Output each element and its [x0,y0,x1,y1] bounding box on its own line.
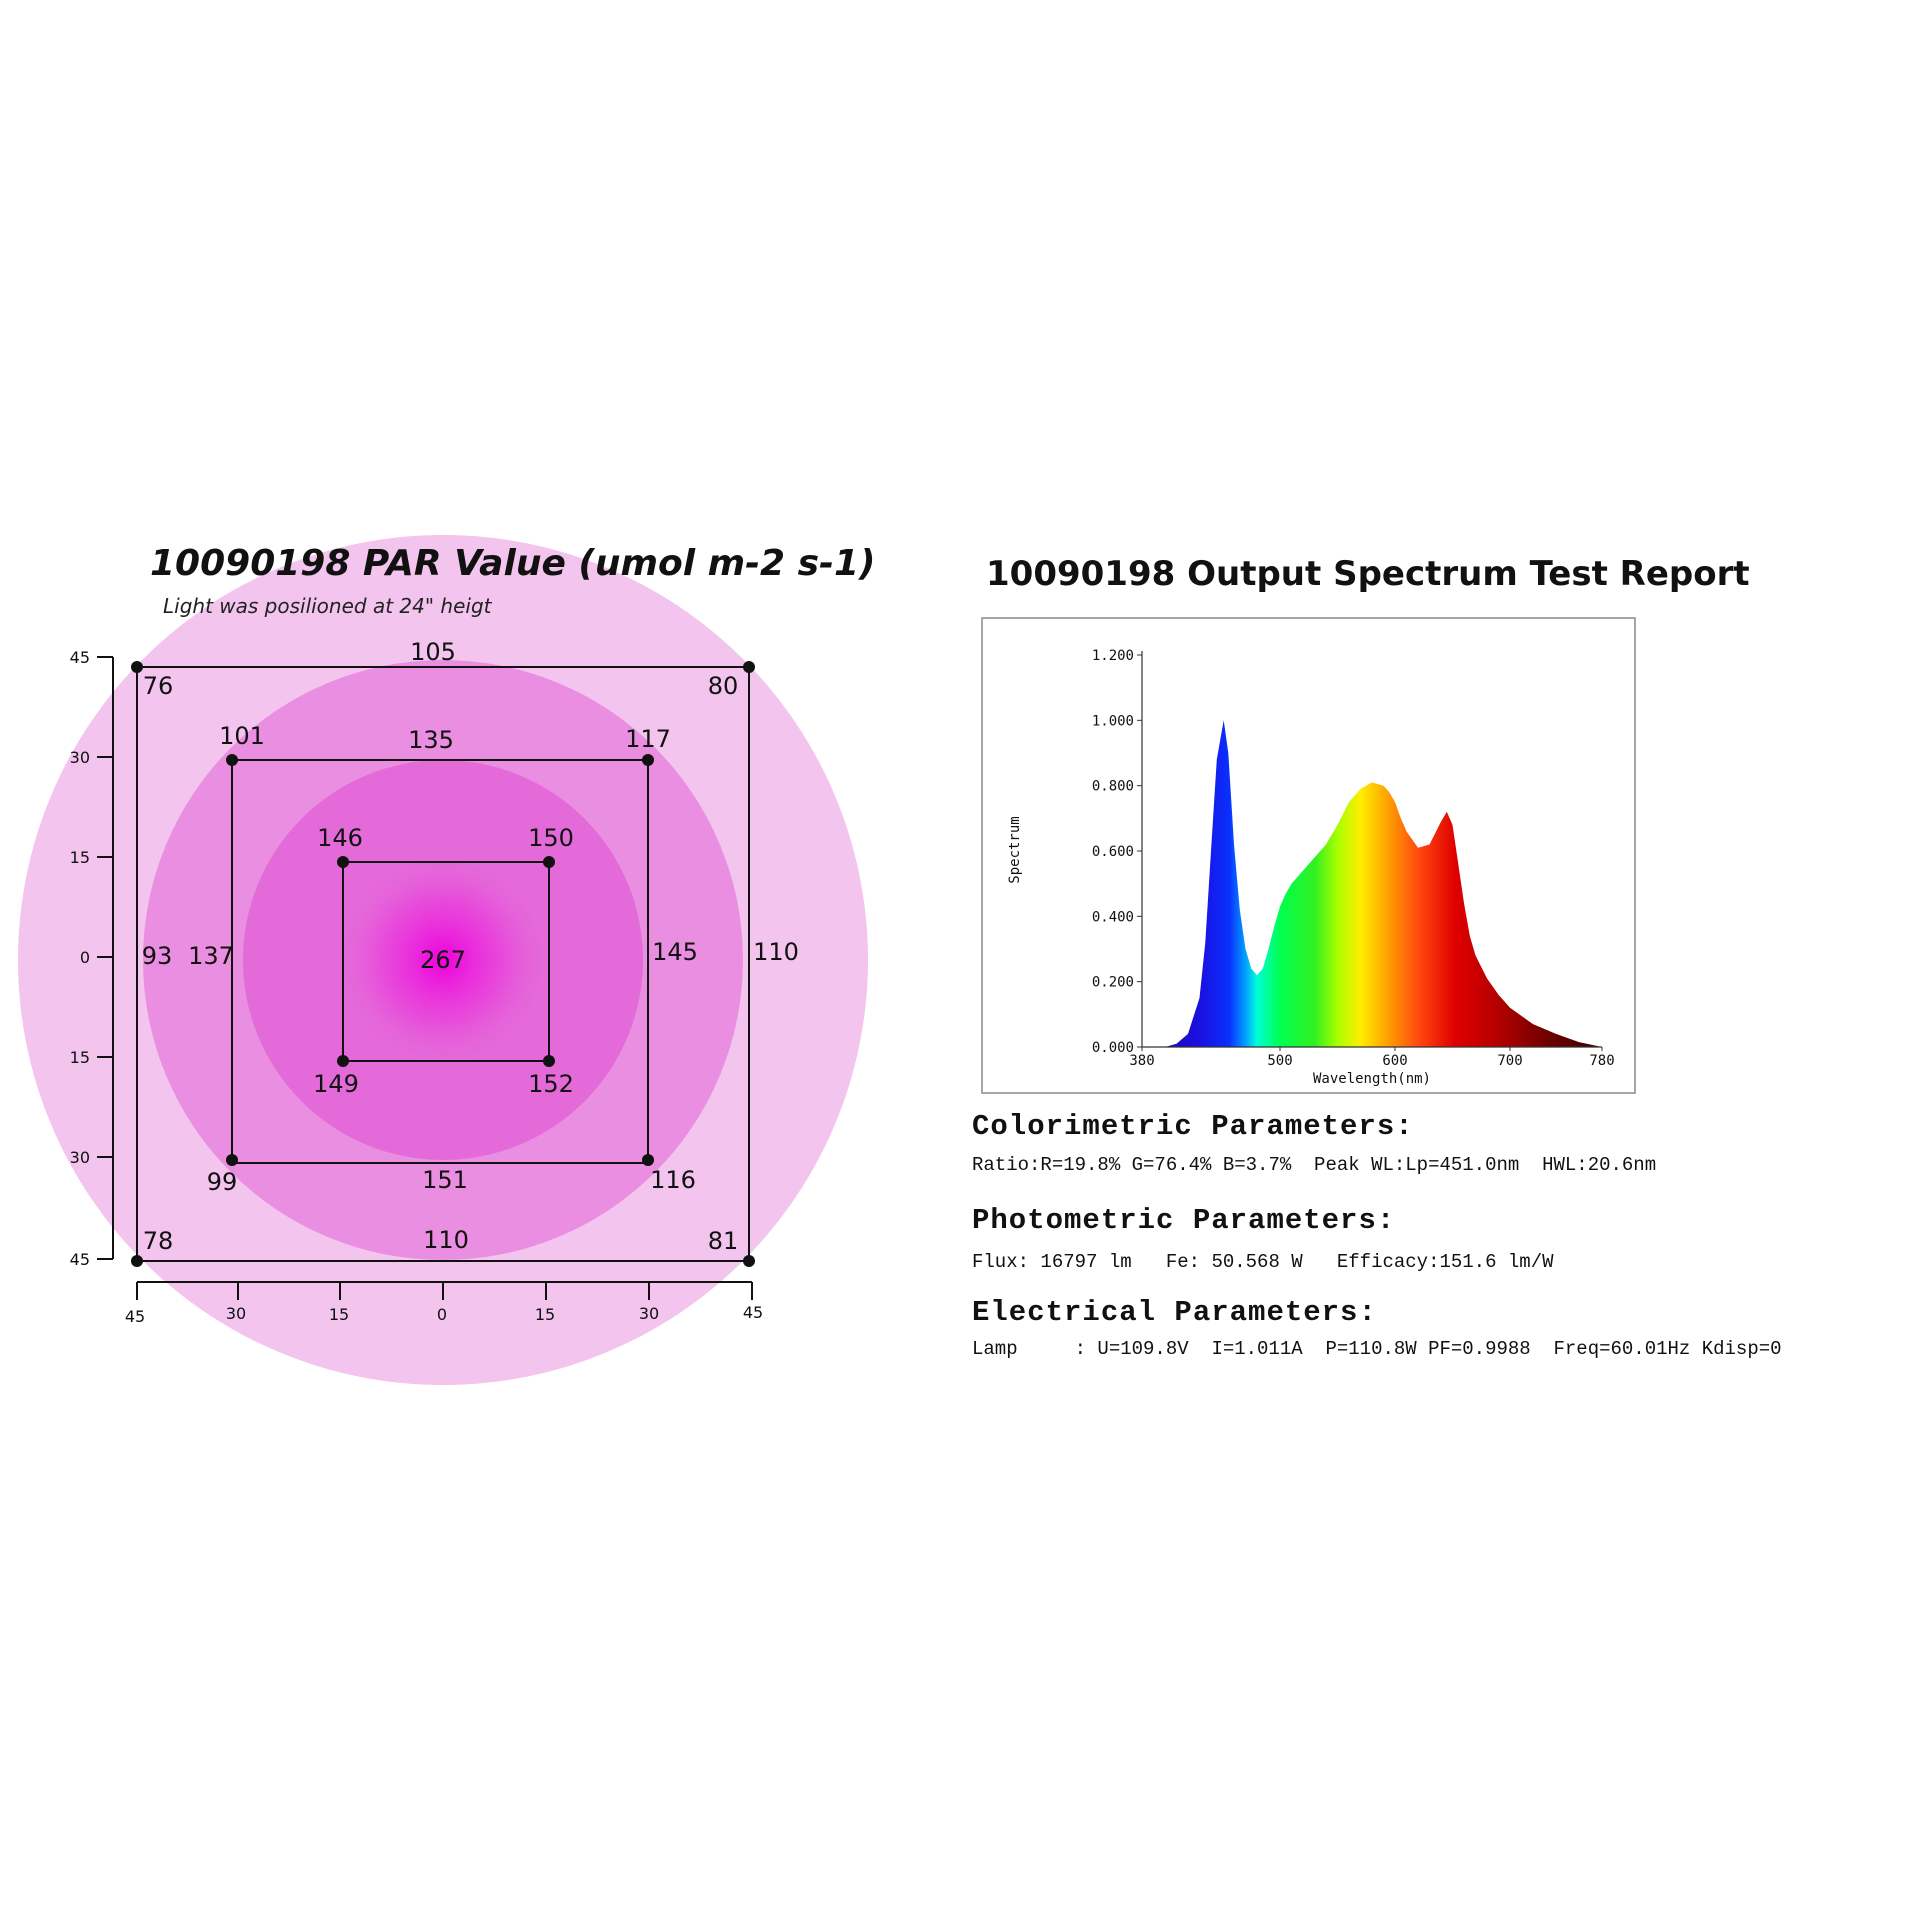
colorimetric-line: Ratio:R=19.8% G=76.4% B=3.7% Peak WL:Lp=… [972,1154,1657,1176]
y-tick-label: 45 [70,1250,90,1269]
par-outer-right: 110 [753,938,799,966]
par-outer-square [136,666,750,1262]
spectrum-area [1142,720,1602,1047]
par-subtitle: Light was posilioned at 24" heigt [163,594,493,618]
par-middle-tr: 117 [625,725,671,753]
photometric-header: Photometric Parameters: [972,1204,1396,1237]
x-tick-label: 45 [743,1303,763,1322]
par-middle-br: 116 [650,1166,696,1194]
par-middle-top: 135 [408,726,454,754]
par-outer-tl: 76 [143,672,174,700]
par-bottom-axis-labels: 45 30 15 0 15 30 45 [125,1303,763,1326]
par-inner-tr: 150 [528,824,574,852]
par-map-chart: 10090198 PAR Value (umol m-2 s-1) Light … [18,535,876,1385]
dot [226,754,238,766]
x-axis-label: Wavelength(nm) [1313,1071,1431,1087]
dot [226,1154,238,1166]
y-tick-label: 1.200 [1092,648,1134,664]
y-tick-label: 0.400 [1092,909,1134,925]
x-tick-label: 600 [1382,1053,1407,1069]
x-tick-label: 15 [535,1305,555,1324]
spectrum-plot-area: 0.000 0.200 0.400 0.600 0.800 1.000 1.200 380 50… [1007,648,1615,1087]
y-tick-label: 0 [80,948,90,967]
y-tick-label: 0.800 [1092,779,1134,795]
dot [543,856,555,868]
y-tick-label: 0.600 [1092,844,1134,860]
electrical-line: Lamp : U=109.8V I=1.011A P=110.8W PF=0.9… [972,1338,1782,1360]
dot [131,661,143,673]
photometric-line: Flux: 16797 lm Fe: 50.568 W Efficacy:151… [972,1251,1554,1273]
dot [743,1255,755,1267]
spectrum-frame [981,617,1636,1094]
x-tick-label: 780 [1589,1053,1614,1069]
par-center-value: 267 [420,946,466,974]
par-inner-br: 152 [528,1070,574,1098]
par-outer-left: 93 [142,942,173,970]
x-tick-label: 30 [226,1304,246,1323]
y-axis-label: Spectrum [1007,816,1023,883]
y-tick-label: 30 [70,1148,90,1167]
dot [337,856,349,868]
dot [642,1154,654,1166]
par-inner-square [342,861,550,1062]
dot [743,661,755,673]
par-outer-bottom: 110 [423,1226,469,1254]
par-middle-left: 137 [188,942,234,970]
par-inner-bl: 149 [313,1070,359,1098]
par-inner-tl: 146 [317,824,363,852]
x-tick-label: 45 [125,1307,145,1326]
par-middle-bottom: 151 [422,1166,468,1194]
par-middle-square [231,759,649,1164]
y-tick-label: 45 [70,648,90,667]
colorimetric-header: Colorimetric Parameters: [972,1110,1414,1143]
y-tick-label: 15 [70,1048,90,1067]
par-corner-dots [131,661,755,1267]
par-zone-center-glow [333,850,553,1070]
x-tick-label: 30 [639,1304,659,1323]
dot [543,1055,555,1067]
par-middle-tl: 101 [219,722,265,750]
y-tick-label: 0.200 [1092,975,1134,991]
x-tick-label: 380 [1129,1053,1154,1069]
x-tick-label: 15 [329,1305,349,1324]
par-middle-right: 145 [652,938,698,966]
par-title: 10090198 PAR Value (umol m-2 s-1) [150,543,876,584]
y-tick-label: 0.000 [1092,1040,1134,1056]
dot [131,1255,143,1267]
par-outer-br: 81 [708,1227,739,1255]
y-tick-label: 30 [70,748,90,767]
par-outer-top: 105 [410,638,456,666]
dot [642,754,654,766]
x-tick-label: 700 [1497,1053,1522,1069]
x-tick-label: 500 [1267,1053,1292,1069]
spectrum-title: 10090198 Output Spectrum Test Report [986,554,1750,594]
par-middle-bl: 99 [207,1168,238,1196]
par-outer-bl: 78 [143,1227,174,1255]
y-tick-label: 1.000 [1092,713,1134,729]
par-outer-tr: 80 [708,672,739,700]
y-tick-label: 15 [70,848,90,867]
x-tick-label: 0 [437,1305,447,1324]
dot [337,1055,349,1067]
par-left-axis [97,656,114,1260]
electrical-header: Electrical Parameters: [972,1296,1377,1329]
par-left-axis-labels: 45 30 15 0 15 30 45 [70,648,90,1269]
par-bottom-axis [136,1281,753,1300]
